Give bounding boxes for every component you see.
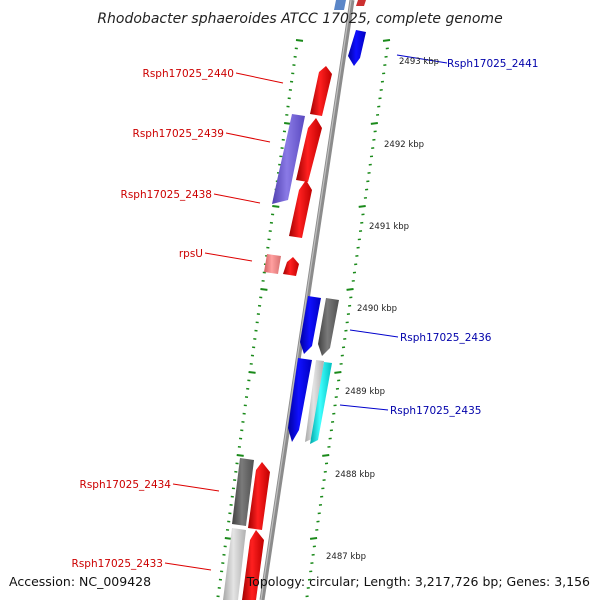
outer-ring-tick (334, 371, 342, 374)
gene-label-rpsU[interactable]: rpsU (179, 248, 203, 260)
scale-ticks (216, 39, 391, 598)
gene-arrow-2438[interactable] (289, 180, 312, 238)
gene-arrow-2436-blue[interactable] (300, 296, 321, 354)
gene-label-2440[interactable]: Rsph17025_2440 (143, 68, 234, 80)
inner-ring-tick (295, 39, 304, 42)
leader-2439 (225, 132, 271, 143)
scale-label-2492: 2492 kbp (384, 140, 424, 150)
gene-labels: Rsph17025_2441 Rsph17025_2440 Rsph17025_… (72, 58, 539, 570)
gene-arrow-2433[interactable] (242, 530, 264, 600)
scale-label-2490: 2490 kbp (357, 304, 397, 314)
inner-ring-tick (236, 454, 244, 457)
gene-arrow-2439[interactable] (296, 118, 322, 182)
gene-arrow-purple[interactable] (272, 114, 305, 204)
gene-arrow-2434[interactable] (248, 462, 270, 530)
gene-label-2434[interactable]: Rsph17025_2434 (80, 479, 172, 491)
gene-label-2433[interactable]: Rsph17025_2433 (72, 558, 163, 570)
label-leader-lines (164, 54, 448, 571)
scale-label-2493: 2493 kbp (399, 57, 439, 67)
gene-label-2438[interactable]: Rsph17025_2438 (121, 189, 212, 201)
gene-label-2435[interactable]: Rsph17025_2435 (390, 405, 481, 417)
gene-label-2436[interactable]: Rsph17025_2436 (400, 332, 492, 344)
outer-ring-tick (382, 39, 391, 42)
outer-ring-tick (370, 122, 378, 125)
genome-backbone-highlight (260, 0, 352, 600)
outer-ring-tick (358, 205, 366, 208)
leader-2433 (164, 562, 212, 571)
genome-backbone (259, 0, 355, 600)
gene-arrow-2435-blue[interactable] (288, 358, 312, 442)
gene-arrow-2440[interactable] (310, 66, 332, 116)
gene-arrow-2434-gray[interactable] (232, 458, 254, 526)
gene-arrow-partial-top-right[interactable] (356, 0, 366, 6)
gene-arrow-rpsU-pink[interactable] (264, 254, 281, 274)
leader-2440 (235, 72, 284, 84)
map-title: Rhodobacter sphaeroides ATCC 17025, comp… (97, 11, 502, 27)
scale-labels: 2493 kbp 2492 kbp 2491 kbp 2490 kbp 2489… (326, 57, 439, 562)
gene-arrow-2441[interactable] (348, 30, 366, 66)
accession-text: Accession: NC_009428 (9, 574, 151, 589)
gene-arrow-2433-lightgray[interactable] (223, 528, 246, 600)
gene-arrow-2435-lightgray[interactable] (305, 360, 324, 442)
inner-ring-tick (248, 371, 256, 374)
inner-ring-tick (260, 288, 268, 291)
outer-ring-tick (346, 288, 354, 291)
gene-arrow-2436-gray[interactable] (318, 298, 339, 356)
leader-2436 (349, 329, 399, 338)
outer-ring-tick (322, 454, 330, 457)
inner-ring-tick (272, 205, 280, 208)
scale-label-2487: 2487 kbp (326, 552, 366, 562)
outer-ring-tick (309, 537, 318, 540)
scale-label-2491: 2491 kbp (369, 222, 409, 232)
gene-arrow-partial-top-left[interactable] (334, 0, 346, 10)
leader-rpsU (204, 252, 253, 262)
scale-label-2489: 2489 kbp (345, 387, 385, 397)
topology-text: Topology: circular; Length: 3,217,726 bp… (246, 574, 590, 589)
gene-label-2441[interactable]: Rsph17025_2441 (447, 58, 538, 70)
leader-2441 (396, 54, 448, 64)
gene-arrow-rpsU[interactable] (283, 257, 299, 276)
leader-2438 (213, 193, 261, 204)
gene-features (223, 0, 366, 600)
scale-label-2488: 2488 kbp (335, 470, 375, 480)
leader-2434 (172, 483, 220, 492)
gene-label-2439[interactable]: Rsph17025_2439 (133, 128, 224, 140)
leader-2435 (339, 404, 389, 411)
gene-arrow-2435-cyan[interactable] (310, 362, 332, 444)
